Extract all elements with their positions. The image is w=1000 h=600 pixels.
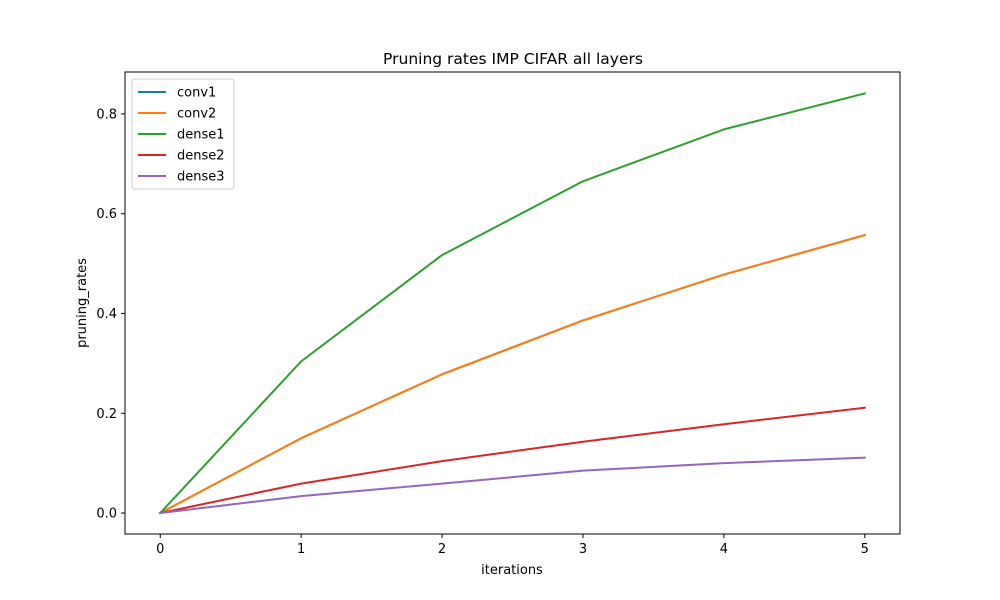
legend-label: conv2 (177, 107, 216, 122)
legend-label: dense1 (177, 128, 225, 143)
legend-items: conv1 conv2 dense1 dense2 dense3 (138, 86, 225, 185)
x-tick-label: 5 (861, 542, 869, 557)
series-line-dense3 (159, 456, 866, 515)
legend-label: dense2 (177, 149, 225, 164)
series-line-conv1 (158, 233, 867, 515)
legend-label: conv1 (177, 86, 216, 101)
x-tick-label: 1 (297, 542, 305, 557)
x-tick-label: 4 (720, 542, 728, 557)
y-axis-label: pruning_rates (75, 258, 90, 348)
legend-label: dense3 (177, 170, 225, 185)
legend: conv1 conv2 dense1 dense2 dense3 (131, 78, 235, 190)
series-layer (158, 92, 867, 515)
y-axis-ticks: 0.0 0.2 0.4 0.6 0.8 (96, 107, 125, 522)
series-line-dense2 (159, 406, 866, 515)
y-tick-label: 0.6 (96, 207, 117, 222)
x-tick-label: 2 (438, 542, 446, 557)
x-tick-label: 0 (156, 542, 164, 557)
plot-area-frame (124, 71, 901, 535)
y-tick-label: 0.0 (96, 507, 117, 522)
x-axis-label: iterations (481, 563, 543, 578)
x-tick-label: 3 (579, 542, 587, 557)
y-tick-label: 0.4 (96, 307, 117, 322)
series-line-conv2 (158, 233, 867, 515)
series-line-dense1 (158, 92, 866, 515)
legend-box (131, 78, 235, 190)
y-tick-label: 0.2 (96, 407, 117, 422)
y-tick-label: 0.8 (96, 107, 117, 122)
x-axis-ticks: 0 1 2 3 4 5 (156, 534, 869, 557)
chart-title: Pruning rates IMP CIFAR all layers (383, 50, 643, 68)
